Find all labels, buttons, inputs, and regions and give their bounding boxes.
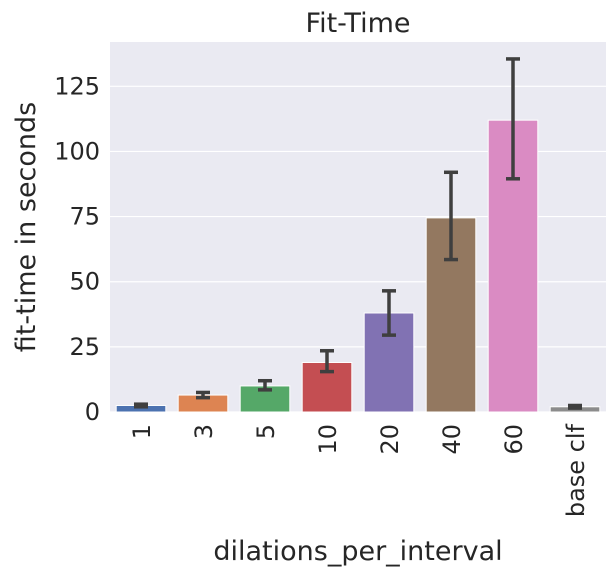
chart-title: Fit-Time — [306, 8, 411, 39]
error-bar — [196, 390, 210, 400]
x-tick-label: 10 — [314, 424, 342, 455]
error-bar — [506, 57, 520, 181]
error-bar — [258, 378, 272, 392]
y-tick-label: 125 — [54, 72, 100, 100]
x-tick-label: 40 — [438, 424, 466, 455]
x-axis-label: dilations_per_interval — [213, 536, 502, 567]
y-tick-label: 25 — [69, 333, 100, 361]
x-tick-label: 60 — [500, 424, 528, 455]
y-tick-labels: 0 25 50 75 100 125 — [54, 72, 100, 426]
x-tick-label: base clf — [562, 423, 590, 517]
y-axis-label: fit-time in seconds — [11, 102, 42, 352]
y-tick-label: 0 — [85, 398, 100, 426]
error-bar — [444, 170, 458, 262]
x-tick-label: 5 — [252, 424, 280, 439]
x-tick-labels: 1 3 5 10 20 40 60 base clf — [128, 423, 590, 517]
error-bar — [320, 349, 334, 374]
y-tick-label: 100 — [54, 137, 100, 165]
x-tick-label: 3 — [190, 424, 218, 439]
y-tick-label: 75 — [69, 203, 100, 231]
error-bar — [134, 402, 148, 409]
x-tick-label: 1 — [128, 424, 156, 439]
x-tick-label: 20 — [376, 424, 404, 455]
y-tick-label: 50 — [69, 268, 100, 296]
error-bar — [382, 289, 396, 337]
error-bar — [568, 403, 582, 410]
error-bars — [134, 57, 582, 410]
